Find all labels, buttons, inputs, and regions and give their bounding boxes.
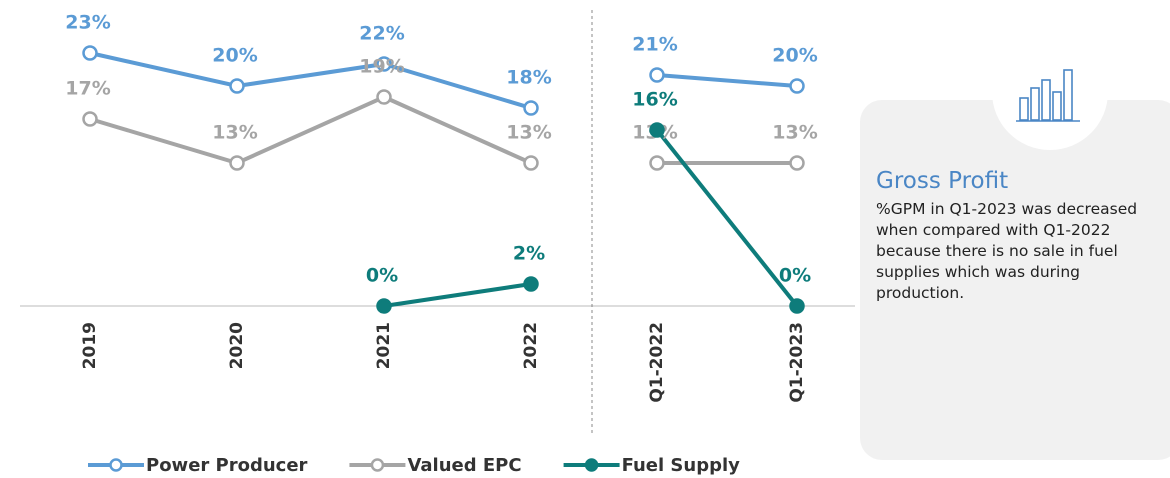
point bbox=[649, 67, 665, 83]
legend-label: Fuel Supply bbox=[622, 455, 741, 476]
x-tick-label: 2020 bbox=[227, 322, 247, 369]
data-label: 16% bbox=[632, 89, 677, 111]
series-line bbox=[383, 282, 532, 308]
point bbox=[82, 45, 98, 61]
point bbox=[376, 89, 392, 105]
data-label: 23% bbox=[65, 12, 110, 34]
legend-marker bbox=[584, 458, 599, 472]
data-label: 13% bbox=[212, 122, 257, 144]
legend-marker bbox=[370, 458, 385, 472]
point bbox=[229, 78, 245, 94]
point bbox=[789, 298, 805, 314]
point bbox=[82, 111, 98, 127]
legend-label: Valued EPC bbox=[407, 455, 521, 476]
point bbox=[229, 155, 245, 171]
x-tick-label: 2019 bbox=[80, 322, 100, 369]
point bbox=[376, 56, 392, 72]
x-tick-label: 2021 bbox=[374, 322, 394, 369]
x-tick-label: 2022 bbox=[521, 322, 541, 369]
point bbox=[649, 122, 665, 138]
data-label: 13% bbox=[506, 122, 551, 144]
x-tick-label: Q1-2022 bbox=[647, 322, 667, 403]
data-label: 17% bbox=[65, 78, 110, 100]
info-panel bbox=[860, 100, 1170, 460]
point bbox=[523, 276, 539, 292]
panel-title: Gross Profit bbox=[876, 168, 1009, 194]
point bbox=[376, 298, 392, 314]
legend-label: Power Producer bbox=[146, 455, 308, 476]
data-label: 20% bbox=[772, 45, 817, 67]
data-label: 13% bbox=[772, 122, 817, 144]
point bbox=[523, 155, 539, 171]
bar-icon bbox=[1016, 69, 1080, 122]
legend-marker bbox=[109, 458, 123, 472]
data-label: 20% bbox=[212, 45, 257, 67]
data-label: 21% bbox=[632, 34, 677, 56]
data-label: 19% bbox=[359, 56, 404, 78]
data-label: 2% bbox=[513, 243, 545, 265]
series-line bbox=[89, 51, 532, 110]
point bbox=[789, 155, 805, 171]
series-line bbox=[89, 94, 532, 166]
data-label: 0% bbox=[779, 265, 811, 287]
x-tick-label: Q1-2023 bbox=[787, 322, 807, 403]
point bbox=[523, 100, 539, 116]
data-label: 22% bbox=[359, 23, 404, 45]
data-label: 0% bbox=[366, 265, 398, 287]
series-line bbox=[655, 128, 799, 308]
panel-text: %GPM in Q1-2023 was decreased when compa… bbox=[876, 200, 1138, 302]
series-line bbox=[656, 73, 798, 88]
data-label: 18% bbox=[506, 67, 551, 89]
point bbox=[649, 155, 665, 171]
point bbox=[789, 78, 805, 94]
